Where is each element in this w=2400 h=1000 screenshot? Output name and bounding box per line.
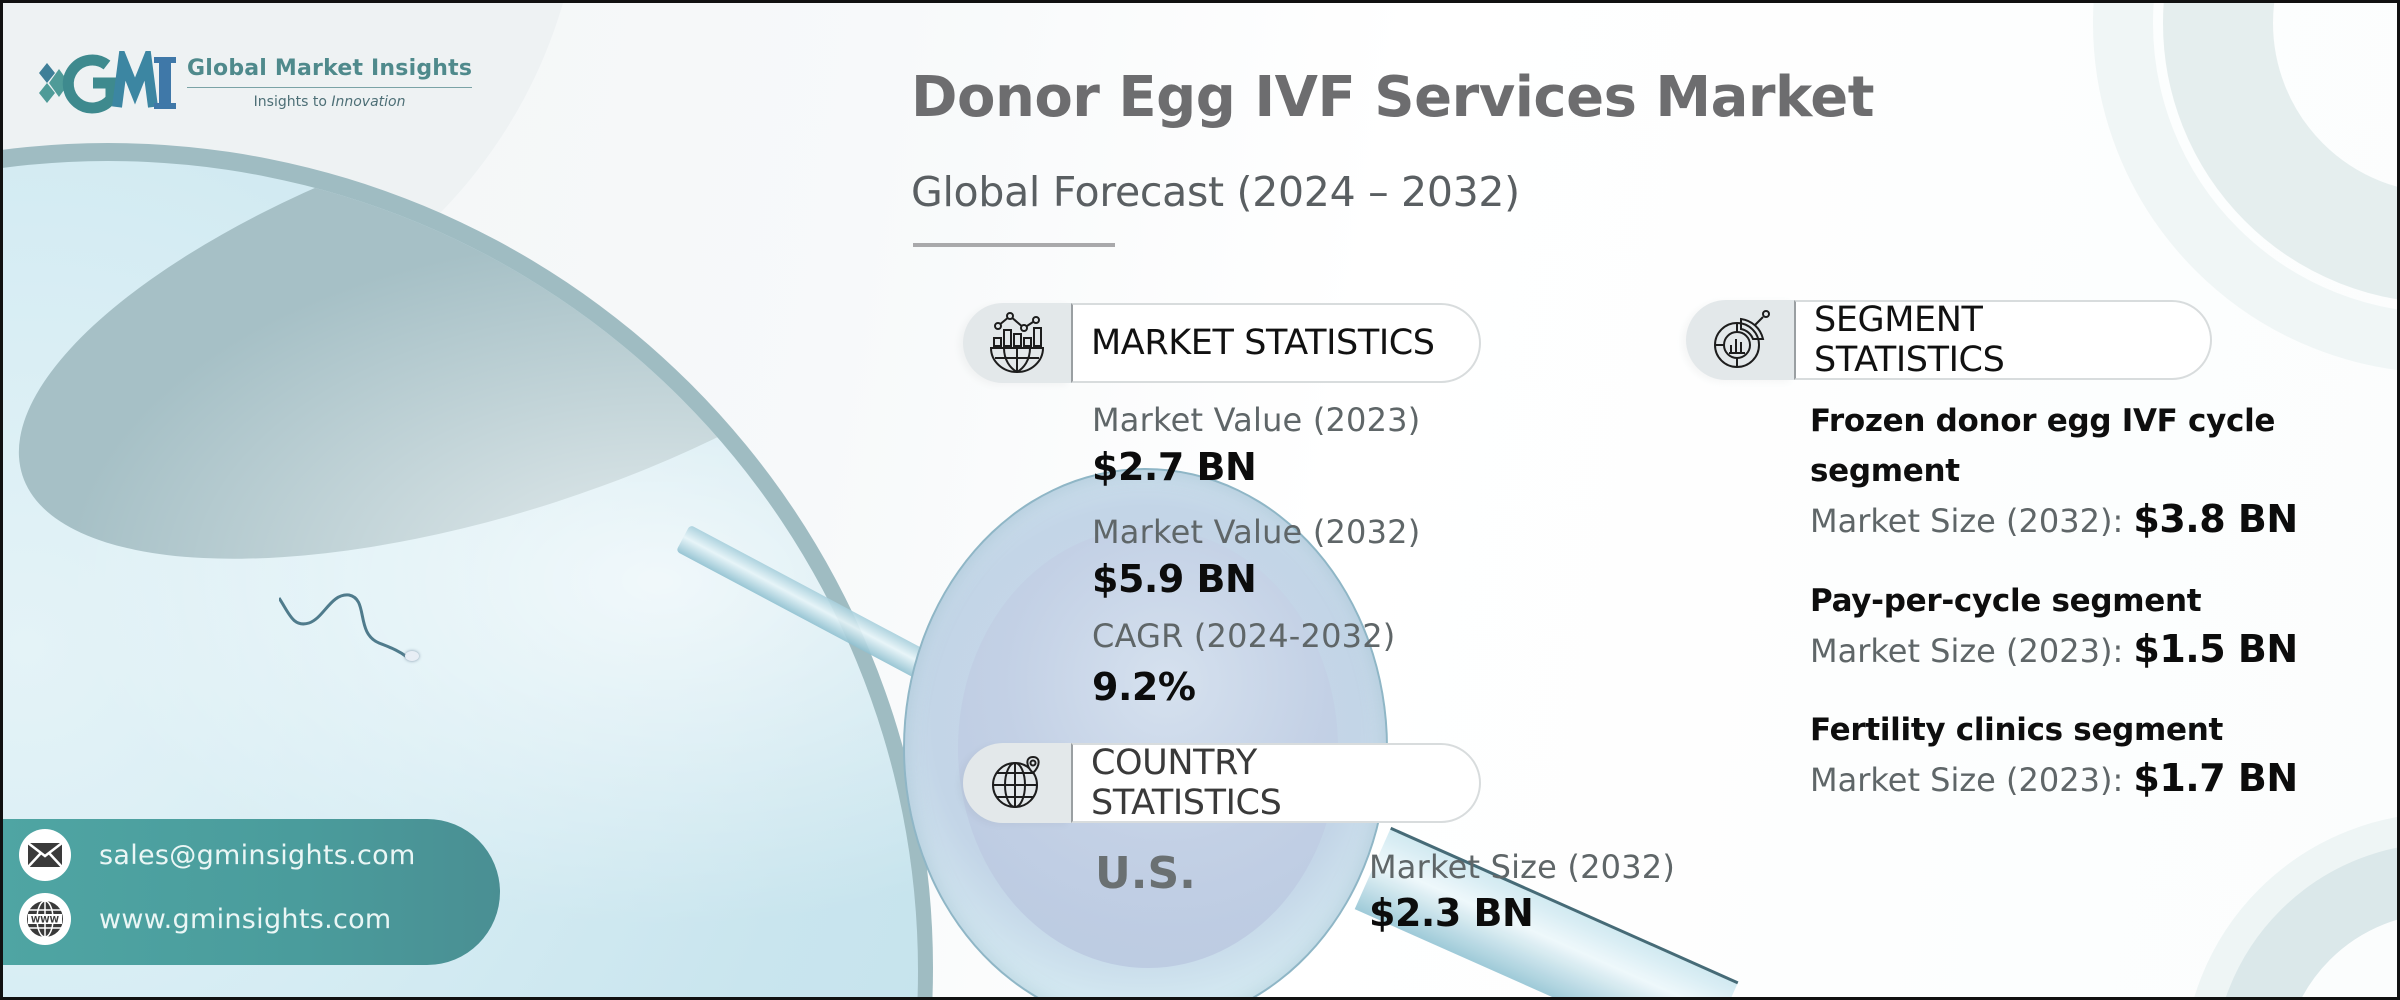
brand-name: Global Market Insights <box>187 56 473 88</box>
cagr-value: 9.2% <box>1092 665 1196 709</box>
segment-size-value: $3.8 BN <box>2133 497 2298 541</box>
gmi-logo[interactable]: Global Market Insights Insights to Innov… <box>37 41 473 115</box>
segment-size-value: $1.7 BN <box>2133 756 2298 800</box>
segment-name-fertility-clinics: Fertility clinics segment <box>1810 712 2224 748</box>
cagr-label: CAGR (2024-2032) <box>1092 617 1396 655</box>
email-link[interactable]: sales@gminsights.com <box>19 829 416 881</box>
contact-bar <box>3 819 500 965</box>
page-subtitle: Global Forecast (2024 – 2032) <box>911 168 1520 216</box>
market-value-2023: $2.7 BN <box>1092 445 1257 489</box>
brand-tagline: Insights to Innovation <box>187 94 472 110</box>
logo-mark-icon <box>37 41 179 115</box>
segment-statistics-title: SEGMENT STATISTICS <box>1794 300 2212 380</box>
market-statistics-header: MARKET STATISTICS <box>963 303 1481 383</box>
page-title: Donor Egg IVF Services Market <box>911 65 1875 130</box>
country-statistics-header: COUNTRY STATISTICS <box>963 743 1481 823</box>
segment-size-frozen-donor-egg: Market Size (2032): $3.8 BN <box>1810 497 2298 541</box>
svg-text:WWW: WWW <box>31 916 60 926</box>
website-link[interactable]: WWW www.gminsights.com <box>19 893 392 945</box>
globe-pin-icon <box>963 743 1071 823</box>
segment-chart-icon <box>1686 300 1794 380</box>
sperm-icon <box>279 593 408 659</box>
country-name: U.S. <box>1095 848 1196 899</box>
segment-size-fertility-clinics: Market Size (2023): $1.7 BN <box>1810 756 2298 800</box>
segment-size-value: $1.5 BN <box>2133 627 2298 671</box>
envelope-icon <box>19 829 71 881</box>
segment-size-pay-per-cycle: Market Size (2023): $1.5 BN <box>1810 627 2298 671</box>
sperm-head <box>405 651 419 661</box>
country-statistics-title: COUNTRY STATISTICS <box>1071 743 1481 823</box>
segment-name-pay-per-cycle: Pay-per-cycle segment <box>1810 583 2202 619</box>
chart-globe-icon <box>963 303 1071 383</box>
tagline-text: Insights to <box>253 94 332 110</box>
title-divider <box>913 243 1115 247</box>
segment-statistics-header: SEGMENT STATISTICS <box>1686 300 2212 380</box>
market-value-2032: $5.9 BN <box>1092 557 1257 601</box>
segment-size-label: Market Size (2032): <box>1810 502 2134 540</box>
market-statistics-title: MARKET STATISTICS <box>1071 303 1481 383</box>
market-value-2032-label: Market Value (2032) <box>1092 513 1421 551</box>
email-text: sales@gminsights.com <box>99 839 416 871</box>
segment-size-label: Market Size (2023): <box>1810 632 2134 670</box>
www-globe-icon: WWW <box>19 893 71 945</box>
tagline-italic-text: Innovation <box>331 94 406 110</box>
country-market-size-value: $2.3 BN <box>1369 891 1534 935</box>
market-value-2023-label: Market Value (2023) <box>1092 401 1421 439</box>
segment-name-frozen-donor-egg: Frozen donor egg IVF cycle segment <box>1810 403 2276 489</box>
website-text: www.gminsights.com <box>99 903 392 935</box>
segment-size-label: Market Size (2023): <box>1810 761 2134 799</box>
country-market-size-label: Market Size (2032) <box>1369 848 1676 886</box>
